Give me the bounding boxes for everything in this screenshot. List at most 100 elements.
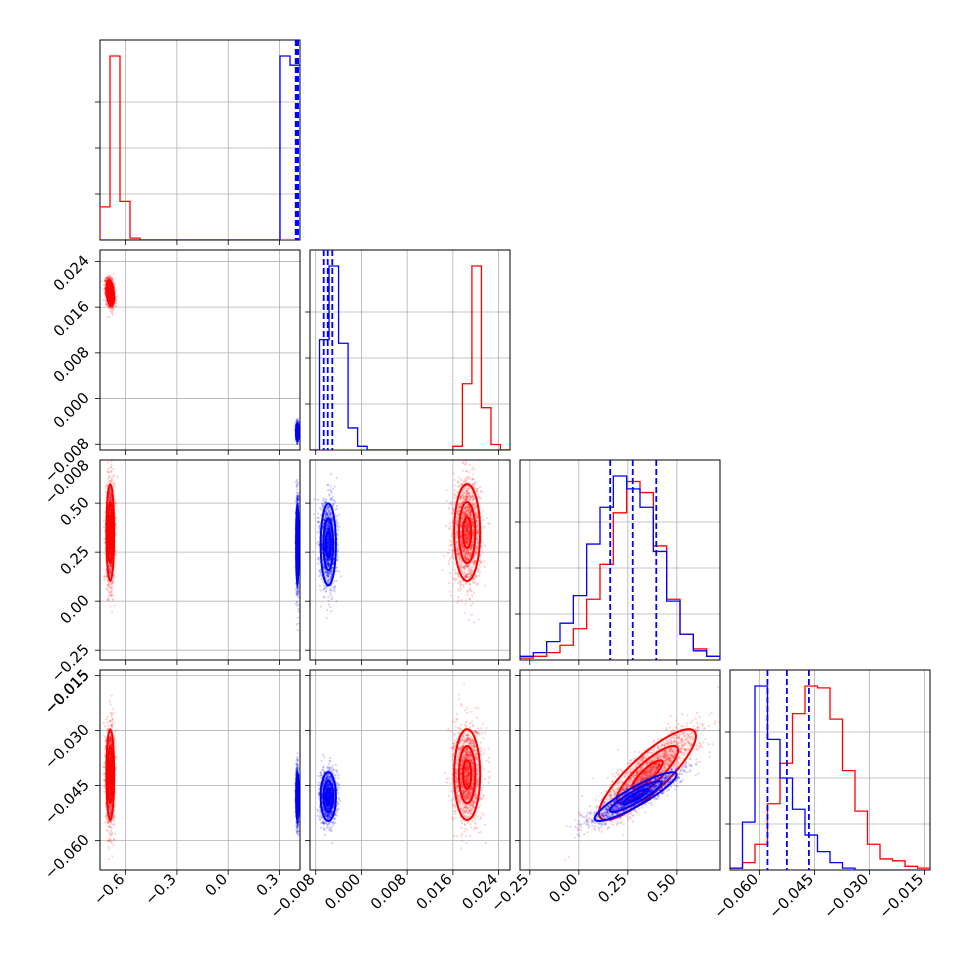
sample-point — [107, 276, 110, 279]
sample-point — [471, 602, 474, 605]
panel-3-1 — [305, 669, 511, 875]
sample-point — [108, 567, 111, 570]
sample-point — [109, 301, 113, 304]
panel-frame — [729, 669, 931, 871]
sample-point — [113, 604, 116, 608]
sample-point — [108, 306, 112, 309]
sample-point — [109, 275, 112, 278]
sample-point — [108, 834, 111, 837]
sample-point — [108, 281, 111, 284]
sample-point — [470, 613, 473, 617]
sample-point — [111, 277, 114, 280]
sample-point — [103, 287, 106, 290]
sample-point — [450, 533, 453, 536]
sample-point — [115, 295, 118, 298]
sample-point — [449, 594, 452, 597]
sample-point — [109, 512, 112, 515]
sample-point — [110, 470, 113, 473]
histogram-red-3 — [730, 685, 930, 870]
sample-point — [447, 552, 450, 555]
sample-point — [453, 496, 456, 499]
sample-point — [450, 540, 453, 544]
sample-point — [113, 838, 116, 841]
sample-point — [466, 590, 469, 593]
sample-point — [102, 519, 105, 522]
sample-point — [477, 574, 481, 577]
sample-point — [111, 310, 114, 314]
sample-point — [104, 280, 107, 283]
density-contour — [106, 283, 114, 303]
sample-point — [107, 276, 111, 280]
sample-point — [106, 598, 109, 602]
sample-point — [464, 460, 467, 463]
sample-point — [107, 281, 110, 284]
scatter-red-3-0 — [102, 694, 118, 861]
panel-2-1 — [305, 459, 511, 665]
sample-point — [462, 480, 465, 483]
sample-point — [110, 302, 113, 305]
sample-point — [105, 301, 108, 305]
sample-point — [105, 470, 109, 473]
sample-point — [475, 583, 478, 587]
sample-point — [473, 621, 476, 624]
sample-point — [488, 522, 491, 525]
sample-point — [100, 280, 104, 283]
sample-point — [464, 599, 467, 602]
sample-point — [106, 277, 109, 280]
sample-point — [109, 553, 112, 556]
sample-point — [466, 594, 469, 597]
sample-point — [113, 283, 116, 286]
sample-point — [108, 591, 111, 594]
sample-point — [466, 478, 469, 481]
sample-point — [452, 510, 455, 513]
panel-frame — [519, 459, 721, 661]
sample-point — [472, 466, 475, 469]
sample-point — [460, 599, 463, 602]
sample-point — [106, 588, 109, 591]
sample-point — [469, 589, 472, 592]
sample-point — [447, 527, 451, 530]
density-contour — [105, 483, 116, 582]
sample-point — [479, 497, 482, 500]
sample-point — [112, 844, 115, 847]
sample-point — [458, 580, 462, 583]
scatter-red-2-1 — [441, 460, 491, 624]
sample-point — [108, 586, 111, 589]
sample-point — [443, 555, 446, 558]
sample-point — [104, 277, 108, 280]
sample-point — [112, 306, 115, 310]
sample-point — [477, 569, 481, 572]
sample-point — [104, 299, 108, 303]
sample-point — [478, 571, 482, 574]
sample-point — [103, 790, 106, 794]
sample-point — [483, 544, 487, 547]
scatter-red-2-0 — [102, 460, 119, 613]
panel-frame — [309, 669, 511, 871]
sample-point — [457, 596, 460, 599]
histogram-blue-1 — [310, 265, 510, 450]
sample-point — [108, 470, 111, 474]
sample-point — [102, 526, 106, 529]
sample-point — [110, 565, 113, 568]
sample-point — [110, 310, 113, 314]
panel-frame — [309, 459, 511, 661]
sample-point — [473, 482, 476, 485]
sample-point — [107, 583, 110, 586]
sample-point — [107, 306, 110, 309]
sample-point — [108, 700, 112, 703]
sample-point — [110, 610, 114, 613]
sample-point — [450, 556, 453, 559]
panel-frame — [99, 249, 301, 451]
sample-point — [104, 490, 107, 494]
sample-point — [470, 468, 474, 471]
sample-point — [467, 618, 470, 622]
sample-point — [462, 585, 465, 588]
sample-point — [110, 301, 113, 304]
sample-point — [108, 276, 111, 279]
panel-1-0 — [95, 249, 301, 455]
histogram-blue-0 — [100, 55, 300, 240]
sample-point — [103, 511, 106, 514]
sample-point — [106, 277, 109, 280]
sample-point — [107, 477, 110, 480]
